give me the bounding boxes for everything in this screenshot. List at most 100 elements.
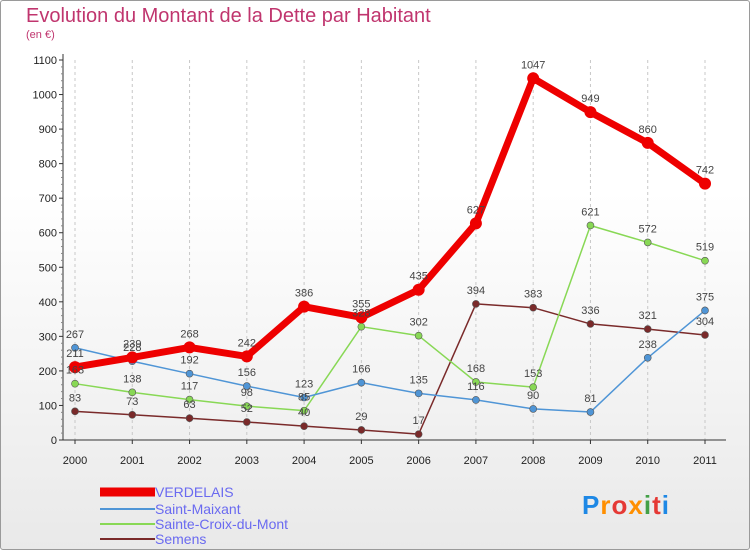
- data-point: [71, 379, 79, 388]
- data-point: [357, 426, 366, 434]
- data-point: [586, 408, 595, 416]
- data-label: 40: [298, 407, 310, 419]
- grid-lines: [74, 60, 706, 440]
- y-tick-label: 600: [39, 228, 57, 240]
- data-point: [243, 402, 251, 410]
- legend-label: Saint-Maixant: [155, 501, 241, 517]
- logo-letter: o: [611, 490, 629, 520]
- data-label: 328: [352, 308, 370, 320]
- data-label: 1047: [521, 59, 545, 71]
- y-tick-label: 0: [51, 435, 57, 447]
- y-tick-label: 100: [39, 400, 57, 412]
- x-tick-label: 2002: [177, 455, 201, 467]
- data-label: 73: [126, 396, 138, 408]
- data-label: 123: [295, 379, 313, 391]
- logo-letter: i: [643, 490, 653, 520]
- data-label: 302: [409, 317, 427, 329]
- data-point: [643, 238, 652, 247]
- series-line: [74, 303, 706, 435]
- data-point: [643, 325, 652, 333]
- proxiti-logo: Proxiti: [582, 490, 670, 521]
- data-label: 627: [467, 204, 485, 216]
- x-tick-label: 2001: [120, 455, 144, 467]
- series-line: [74, 309, 706, 413]
- data-label: 63: [183, 399, 195, 411]
- data-point: [185, 414, 194, 423]
- data-point: [355, 311, 368, 324]
- data-label: 435: [409, 271, 427, 283]
- data-label: 242: [238, 337, 256, 349]
- data-point: [472, 378, 480, 386]
- data-point: [529, 383, 537, 391]
- data-point: [71, 407, 79, 416]
- data-point: [300, 422, 308, 430]
- data-point: [527, 72, 540, 85]
- data-label: 228: [123, 342, 141, 354]
- logo-letter: x: [628, 490, 644, 520]
- x-tick-label: 2003: [235, 455, 259, 467]
- data-point: [699, 177, 711, 190]
- legend-label: Semens: [155, 531, 206, 547]
- data-label: 572: [639, 223, 657, 235]
- data-label: 267: [66, 329, 84, 341]
- data-label: 163: [66, 365, 84, 377]
- legend-label: Sainte-Croix-du-Mont: [155, 516, 288, 532]
- data-point: [586, 320, 595, 328]
- y-tick-label: 800: [39, 159, 57, 171]
- y-tick-label: 1000: [33, 90, 57, 102]
- data-label: 383: [524, 289, 542, 301]
- data-point: [185, 395, 194, 404]
- data-point: [357, 378, 366, 387]
- x-tick-label: 2006: [406, 455, 430, 467]
- data-point: [128, 410, 137, 419]
- data-label: 211: [66, 348, 84, 360]
- data-point: [472, 396, 480, 404]
- data-point: [357, 322, 366, 331]
- data-point: [529, 303, 537, 312]
- x-tick-label: 2005: [349, 455, 373, 467]
- data-point: [643, 353, 652, 362]
- data-label: 29: [355, 411, 367, 423]
- data-label: 238: [639, 339, 657, 351]
- data-label: 336: [581, 305, 599, 317]
- data-label: 138: [123, 373, 141, 385]
- data-label: 98: [241, 387, 253, 399]
- data-point: [701, 256, 709, 265]
- logo-letter: t: [652, 490, 662, 520]
- data-label: 153: [524, 368, 542, 380]
- x-tick-label: 2011: [693, 455, 717, 467]
- data-point: [412, 283, 425, 296]
- logo-letter: i: [661, 490, 670, 520]
- data-point: [298, 300, 311, 313]
- data-point: [414, 389, 423, 398]
- data-label: 742: [696, 165, 714, 177]
- data-point: [701, 306, 709, 315]
- data-label: 621: [581, 206, 599, 218]
- data-label: 85: [298, 392, 310, 404]
- data-point: [414, 430, 423, 438]
- y-tick-label: 300: [39, 331, 57, 343]
- data-label: 83: [69, 392, 81, 404]
- data-label: 355: [352, 298, 370, 310]
- data-label: 394: [467, 285, 485, 297]
- x-tick-label: 2009: [578, 455, 602, 467]
- data-point: [584, 106, 597, 119]
- data-label: 304: [696, 316, 714, 328]
- data-label: 166: [352, 364, 370, 376]
- y-tick-label: 200: [39, 366, 57, 378]
- y-tick-label: 900: [39, 124, 57, 136]
- data-label: 156: [238, 367, 256, 379]
- data-point: [472, 300, 480, 308]
- data-point: [701, 331, 709, 339]
- data-label: 321: [639, 310, 657, 322]
- chart-subtitle: (en €): [26, 29, 55, 41]
- data-label: 949: [581, 93, 599, 105]
- y-tick-label: 1100: [33, 55, 57, 67]
- series-line: [74, 74, 708, 371]
- data-point: [586, 221, 595, 230]
- legend: VERDELAISSaint-MaixantSainte-Croix-du-Mo…: [100, 484, 288, 547]
- data-label: 192: [180, 355, 198, 367]
- x-tick-label: 2008: [521, 455, 545, 467]
